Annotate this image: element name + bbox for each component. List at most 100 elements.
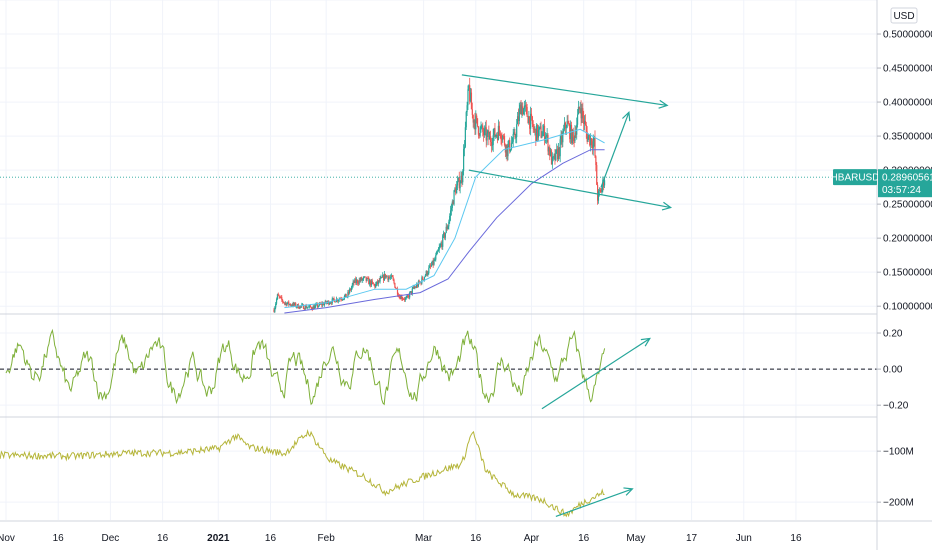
currency-box[interactable] bbox=[890, 7, 918, 24]
candle-body bbox=[574, 132, 576, 141]
oscillator-trend-arrow[interactable] bbox=[541, 337, 651, 410]
candle-body bbox=[496, 134, 499, 141]
candle-body bbox=[337, 300, 339, 302]
candle-body bbox=[369, 280, 371, 285]
candle-body bbox=[597, 184, 599, 201]
candle-body bbox=[381, 277, 383, 278]
candle-body bbox=[334, 299, 336, 303]
candle-body bbox=[389, 277, 392, 279]
candle-body bbox=[533, 128, 535, 130]
candle-body bbox=[475, 115, 477, 130]
candle-body bbox=[445, 226, 447, 233]
candle-body bbox=[329, 302, 332, 304]
candle-body bbox=[563, 122, 566, 130]
candle-body bbox=[537, 129, 540, 138]
candle-body bbox=[520, 104, 522, 115]
time-tick-label: Apr bbox=[524, 533, 540, 544]
candle-body bbox=[544, 136, 546, 141]
time-axis[interactable]: Nov 16 Dec 16 2021 16 Feb Mar 16 Apr 16 May 17 Jun 16 bbox=[0, 533, 802, 544]
candle-body bbox=[508, 140, 510, 146]
candle-body bbox=[365, 276, 367, 281]
candle-body bbox=[584, 120, 587, 125]
oscillator-trend-arrow-head bbox=[640, 337, 651, 347]
trend-channel-line-shaft bbox=[468, 169, 671, 209]
oscillator-tick-label: −0.20 bbox=[883, 401, 909, 412]
candle-body bbox=[480, 127, 482, 129]
candle-body bbox=[594, 137, 596, 157]
candle-body bbox=[546, 135, 548, 137]
candle-body bbox=[401, 296, 403, 300]
price-tick-label: 0.40000000 bbox=[883, 98, 932, 109]
candle-body bbox=[568, 123, 570, 125]
trend-channel-line[interactable] bbox=[468, 169, 673, 211]
candle-body bbox=[498, 125, 500, 132]
candle-body bbox=[344, 293, 346, 297]
price-pane[interactable] bbox=[0, 74, 877, 314]
candle-body bbox=[306, 307, 308, 309]
candle-body bbox=[481, 125, 483, 128]
candle-body bbox=[345, 293, 347, 298]
candle-body bbox=[439, 245, 441, 248]
candle-body bbox=[435, 255, 437, 260]
candle-body bbox=[468, 85, 470, 90]
candle-body bbox=[349, 289, 352, 291]
price-axis[interactable]: 0.10000000 0.15000000 0.20000000 0.25000000… bbox=[831, 7, 932, 509]
candle-body bbox=[290, 305, 292, 307]
candle-body bbox=[503, 135, 505, 137]
candle-body bbox=[371, 280, 373, 283]
candle-body bbox=[553, 154, 555, 157]
candle-body bbox=[303, 309, 306, 310]
candle-body bbox=[430, 265, 433, 267]
volume-indicator-pane[interactable] bbox=[0, 428, 634, 518]
candle-body bbox=[496, 134, 498, 136]
candle-body bbox=[580, 108, 582, 119]
candle-body bbox=[287, 301, 289, 304]
candle-body bbox=[601, 187, 603, 193]
candle-body bbox=[501, 139, 503, 141]
oscillator-pane[interactable] bbox=[0, 328, 877, 410]
candle-body bbox=[570, 124, 573, 144]
candle-body bbox=[589, 135, 591, 146]
candle-body bbox=[503, 136, 506, 146]
candle-body bbox=[289, 303, 291, 305]
candle-body bbox=[353, 281, 355, 283]
candle-body bbox=[370, 280, 372, 286]
projection-arrow[interactable] bbox=[600, 110, 631, 188]
candle-body bbox=[509, 140, 511, 152]
candle-body bbox=[443, 233, 445, 236]
candle-body bbox=[282, 299, 284, 302]
candle-body bbox=[360, 277, 362, 281]
last-price-label: 0.28960561 bbox=[882, 173, 932, 184]
candle-body bbox=[374, 284, 376, 288]
candle-body bbox=[545, 136, 547, 138]
candle-body bbox=[318, 303, 320, 306]
volume-trend-arrow[interactable] bbox=[555, 487, 634, 517]
candle-body bbox=[383, 273, 386, 281]
candle-body bbox=[296, 304, 299, 307]
trend-channel-line[interactable] bbox=[461, 74, 669, 109]
candle-body bbox=[433, 260, 435, 265]
candle-body bbox=[514, 132, 516, 138]
candle-body bbox=[389, 277, 391, 279]
candle-body bbox=[463, 146, 466, 149]
candle-body bbox=[409, 292, 411, 298]
candle-body bbox=[393, 279, 395, 283]
candle-body bbox=[316, 303, 319, 307]
candle-body bbox=[483, 131, 485, 136]
trend-channel-line-head bbox=[658, 99, 669, 109]
volume-tick-label: −100M bbox=[883, 447, 914, 458]
trend-channel-line-shaft bbox=[461, 74, 668, 107]
candle-body bbox=[469, 92, 472, 102]
candle-body bbox=[432, 260, 434, 265]
candle-body bbox=[394, 282, 396, 288]
candle-body bbox=[477, 126, 480, 135]
candle-body bbox=[476, 118, 479, 127]
candle-body bbox=[565, 127, 567, 129]
candle-body bbox=[457, 177, 459, 182]
candle-body bbox=[506, 144, 508, 157]
candle-body bbox=[332, 298, 334, 299]
candle-body bbox=[307, 307, 309, 308]
candle-body bbox=[362, 277, 365, 279]
